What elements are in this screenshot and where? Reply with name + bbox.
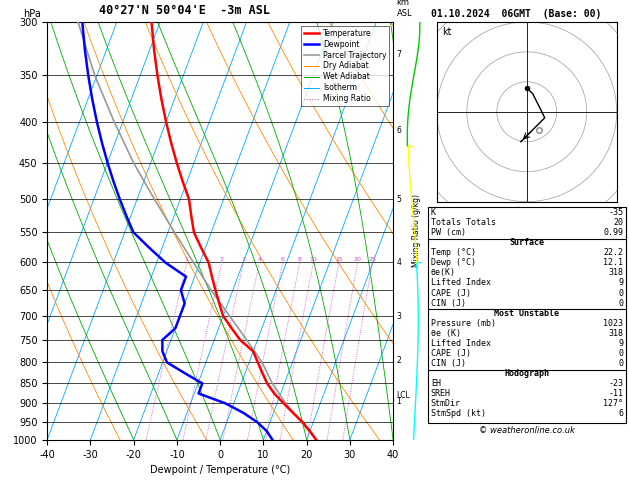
Text: Surface: Surface (509, 238, 544, 247)
Text: 3: 3 (396, 312, 401, 320)
Text: θe (K): θe (K) (431, 329, 461, 338)
Text: Mixing Ratio (g/kg): Mixing Ratio (g/kg) (412, 194, 421, 267)
Text: 1: 1 (185, 258, 189, 262)
Text: θe(K): θe(K) (431, 268, 456, 278)
Text: 0: 0 (618, 289, 623, 297)
Text: StmDir: StmDir (431, 399, 461, 408)
Text: 0.99: 0.99 (603, 228, 623, 237)
Text: Pressure (mb): Pressure (mb) (431, 319, 496, 328)
Text: 01.10.2024  06GMT  (Base: 00): 01.10.2024 06GMT (Base: 00) (431, 9, 601, 19)
Text: -35: -35 (608, 208, 623, 217)
Text: 2: 2 (220, 258, 224, 262)
Text: Lifted Index: Lifted Index (431, 278, 491, 288)
Text: 127°: 127° (603, 399, 623, 408)
Text: CIN (J): CIN (J) (431, 359, 466, 368)
Text: hPa: hPa (23, 9, 41, 19)
Text: 40°27'N 50°04'E  -3m ASL: 40°27'N 50°04'E -3m ASL (99, 4, 270, 17)
Text: 8: 8 (298, 258, 302, 262)
Text: 4: 4 (396, 258, 401, 267)
Text: LCL: LCL (396, 391, 410, 400)
Text: kt: kt (442, 27, 452, 37)
Text: CAPE (J): CAPE (J) (431, 289, 471, 297)
Text: 6: 6 (281, 258, 284, 262)
Text: 6: 6 (396, 126, 401, 135)
Text: CAPE (J): CAPE (J) (431, 349, 471, 358)
Text: Totals Totals: Totals Totals (431, 218, 496, 227)
Text: -11: -11 (608, 389, 623, 398)
Text: 1023: 1023 (603, 319, 623, 328)
Text: km
ASL: km ASL (397, 0, 412, 17)
Text: 12.1: 12.1 (603, 259, 623, 267)
Text: SREH: SREH (431, 389, 451, 398)
Text: 20: 20 (353, 258, 362, 262)
Text: 5: 5 (396, 195, 401, 204)
Text: Dewp (°C): Dewp (°C) (431, 259, 476, 267)
Text: 6: 6 (618, 409, 623, 418)
Text: Hodograph: Hodograph (504, 369, 549, 378)
Text: Temp (°C): Temp (°C) (431, 248, 476, 257)
Text: 0: 0 (618, 298, 623, 308)
Text: StmSpd (kt): StmSpd (kt) (431, 409, 486, 418)
Text: 9: 9 (618, 339, 623, 348)
Text: 20: 20 (613, 218, 623, 227)
Text: 25: 25 (369, 258, 376, 262)
Text: 15: 15 (335, 258, 343, 262)
Legend: Temperature, Dewpoint, Parcel Trajectory, Dry Adiabat, Wet Adiabat, Isotherm, Mi: Temperature, Dewpoint, Parcel Trajectory… (301, 26, 389, 106)
Text: 318: 318 (608, 268, 623, 278)
Text: PW (cm): PW (cm) (431, 228, 466, 237)
Text: EH: EH (431, 379, 441, 388)
Text: CIN (J): CIN (J) (431, 298, 466, 308)
Text: K: K (431, 208, 436, 217)
Text: 7: 7 (396, 51, 401, 59)
Text: © weatheronline.co.uk: © weatheronline.co.uk (479, 426, 575, 435)
Text: 1: 1 (396, 397, 401, 406)
Text: 10: 10 (309, 258, 317, 262)
Text: 9: 9 (618, 278, 623, 288)
Text: 4: 4 (257, 258, 261, 262)
Text: 318: 318 (608, 329, 623, 338)
Text: 2: 2 (396, 356, 401, 364)
Text: Lifted Index: Lifted Index (431, 339, 491, 348)
Text: 0: 0 (618, 359, 623, 368)
Text: Most Unstable: Most Unstable (494, 309, 559, 318)
Text: 0: 0 (618, 349, 623, 358)
Text: 22.2: 22.2 (603, 248, 623, 257)
Text: 3: 3 (242, 258, 245, 262)
Text: -23: -23 (608, 379, 623, 388)
X-axis label: Dewpoint / Temperature (°C): Dewpoint / Temperature (°C) (150, 465, 290, 475)
